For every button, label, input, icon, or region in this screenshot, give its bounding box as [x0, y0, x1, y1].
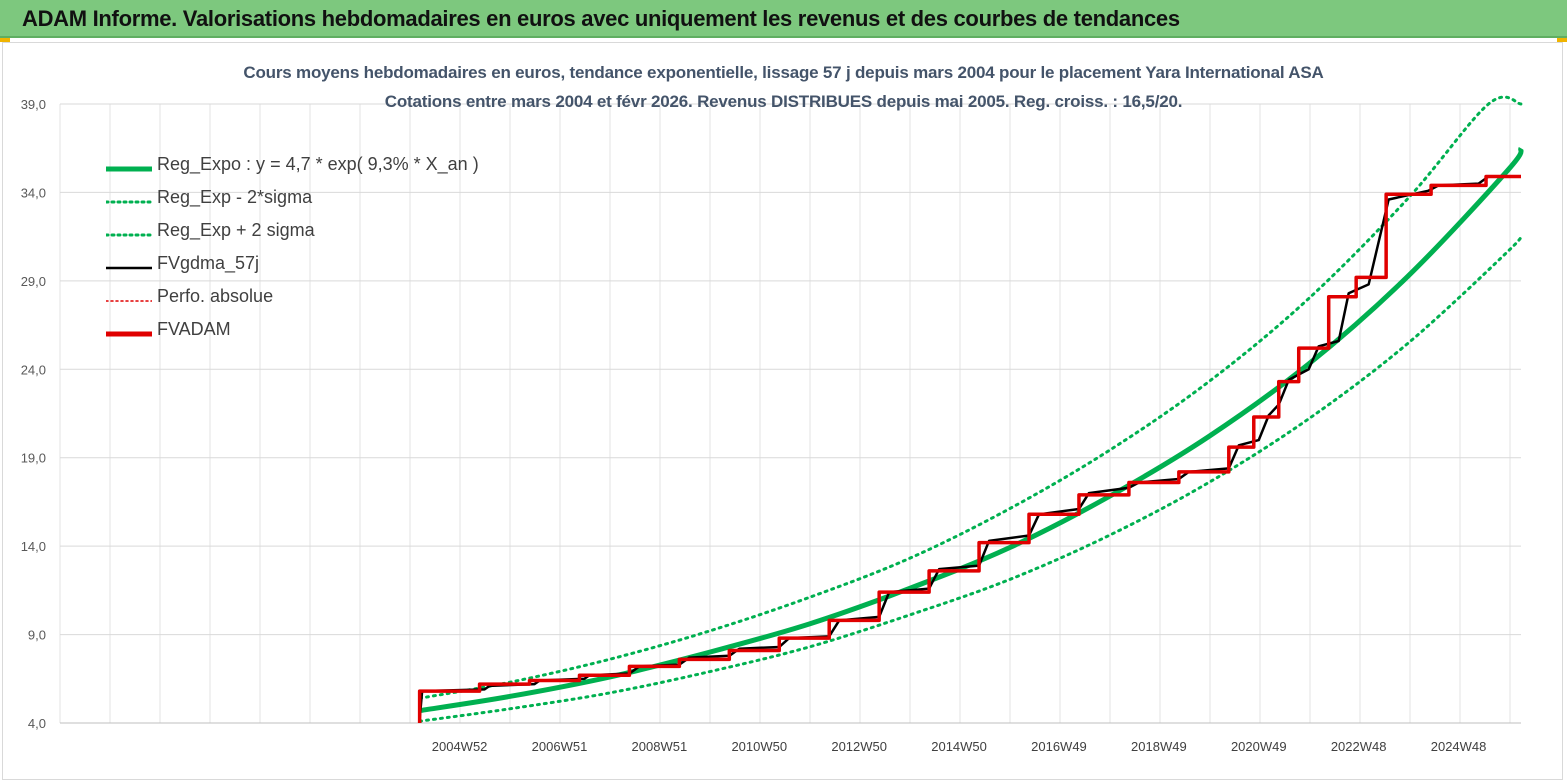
app-header: ADAM Informe. Valorisations hebdomadaire… [0, 0, 1567, 38]
corner-marker-right [1557, 38, 1567, 42]
x-tick-label: 2006W51 [532, 739, 588, 754]
chart-legend: Reg_Expo : y = 4,7 * exp( 9,3% * X_an ) R… [106, 152, 506, 350]
chart-subtitle: Cotations entre mars 2004 et févr 2026. … [384, 92, 1183, 111]
y-tick-label: 4,0 [28, 716, 46, 731]
x-tick-label: 2016W49 [1031, 739, 1087, 754]
x-tick-label: 2020W49 [1231, 739, 1287, 754]
y-tick-label: 29,0 [21, 274, 46, 289]
legend-swatch [106, 331, 152, 337]
y-tick-label: 9,0 [28, 628, 46, 643]
legend-label: Reg_Exp + 2 sigma [157, 220, 315, 240]
x-tick-label: 2012W50 [831, 739, 887, 754]
y-tick-label: 34,0 [21, 185, 46, 200]
y-tick-label: 39,0 [21, 97, 46, 112]
legend-item-low: Reg_Exp - 2*sigma [106, 185, 506, 218]
chart-title: Cours moyens hebdomadaires en euros, ten… [243, 63, 1324, 82]
y-tick-label: 14,0 [21, 539, 46, 554]
x-tick-label: 2008W51 [632, 739, 688, 754]
app-title: ADAM Informe. Valorisations hebdomadaire… [22, 6, 1180, 31]
legend-swatch [106, 233, 152, 237]
legend-swatch [106, 266, 152, 270]
series-fvgdma-line [418, 175, 1521, 720]
x-tick-label: 2010W50 [731, 739, 787, 754]
legend-swatch [106, 200, 152, 204]
legend-swatch [106, 300, 152, 302]
x-tick-label: 2022W48 [1331, 739, 1387, 754]
legend-label: Reg_Expo : y = 4,7 * exp( 9,3% * X_an ) [157, 154, 479, 174]
x-tick-label: 2018W49 [1131, 739, 1187, 754]
legend-item-fvg: FVgdma_57j [106, 251, 506, 284]
series-reg-minus-2sigma-line [418, 233, 1523, 723]
legend-item-high: Reg_Exp + 2 sigma [106, 218, 506, 251]
y-tick-label: 19,0 [21, 451, 46, 466]
x-tick-label: 2014W50 [931, 739, 987, 754]
legend-item-reg: Reg_Expo : y = 4,7 * exp( 9,3% * X_an ) [106, 152, 506, 185]
legend-item-fva: FVADAM [106, 317, 506, 350]
legend-label: Reg_Exp - 2*sigma [157, 187, 313, 207]
series-reg-plus-2sigma-line [418, 95, 1523, 700]
x-tick-label: 2004W52 [432, 739, 488, 754]
corner-marker-left [0, 38, 10, 42]
series-reg-expo-line [419, 146, 1524, 714]
y-tick-label: 24,0 [21, 362, 46, 377]
legend-label: FVgdma_57j [157, 253, 260, 273]
legend-label: FVADAM [157, 319, 231, 339]
legend-item-perf: Perfo. absolue [106, 284, 506, 317]
legend-label: Perfo. absolue [157, 286, 274, 306]
series-fvadam-line [417, 174, 1521, 723]
legend-swatch [106, 166, 152, 172]
chart-frame [2, 42, 1563, 780]
x-tick-label: 2024W48 [1431, 739, 1487, 754]
